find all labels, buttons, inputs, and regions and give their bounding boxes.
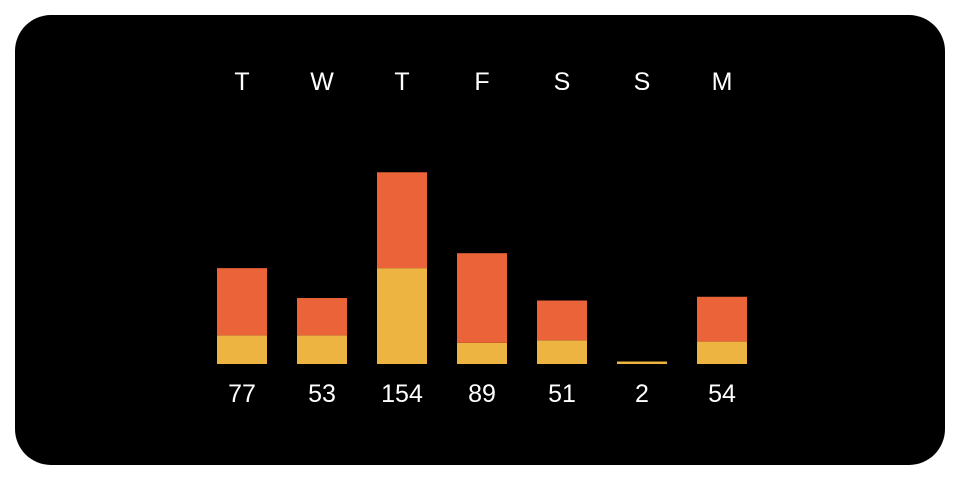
total-label-5: 51: [548, 380, 576, 408]
day-label-6: S: [634, 68, 651, 96]
bar-segment-1-series-1: [217, 335, 267, 364]
chart-card: [15, 15, 945, 465]
total-label-4: 89: [468, 380, 496, 408]
bar-segment-2-series-1: [297, 335, 347, 364]
day-label-7: M: [712, 68, 733, 96]
day-label-2: W: [310, 68, 334, 96]
bars: [217, 172, 747, 364]
day-label-1: T: [234, 68, 249, 96]
total-label-7: 54: [708, 380, 736, 408]
total-label-1: 77: [228, 380, 256, 408]
bar-segment-2-series-2: [297, 298, 347, 336]
bar-segment-7-series-1: [697, 341, 747, 364]
bar-segment-3-series-1: [377, 268, 427, 364]
bar-segment-5-series-2: [537, 300, 587, 341]
bar-segment-5-series-1: [537, 340, 587, 364]
day-label-3: T: [394, 68, 409, 96]
day-label-4: F: [474, 68, 489, 96]
bar-segment-6-series-1: [617, 361, 667, 364]
total-label-6: 2: [635, 380, 649, 408]
bar-segment-4-series-2: [457, 253, 507, 343]
total-label-3: 154: [381, 380, 423, 408]
total-label-2: 53: [308, 380, 336, 408]
bar-segment-1-series-2: [217, 268, 267, 336]
bar-segment-3-series-2: [377, 172, 427, 269]
day-label-5: S: [554, 68, 571, 96]
bar-segment-4-series-1: [457, 342, 507, 364]
day-labels: T W T F S S M: [234, 68, 732, 96]
bar-segment-7-series-2: [697, 296, 747, 342]
total-labels: 77 53 154 89 51 2 54: [228, 380, 736, 408]
